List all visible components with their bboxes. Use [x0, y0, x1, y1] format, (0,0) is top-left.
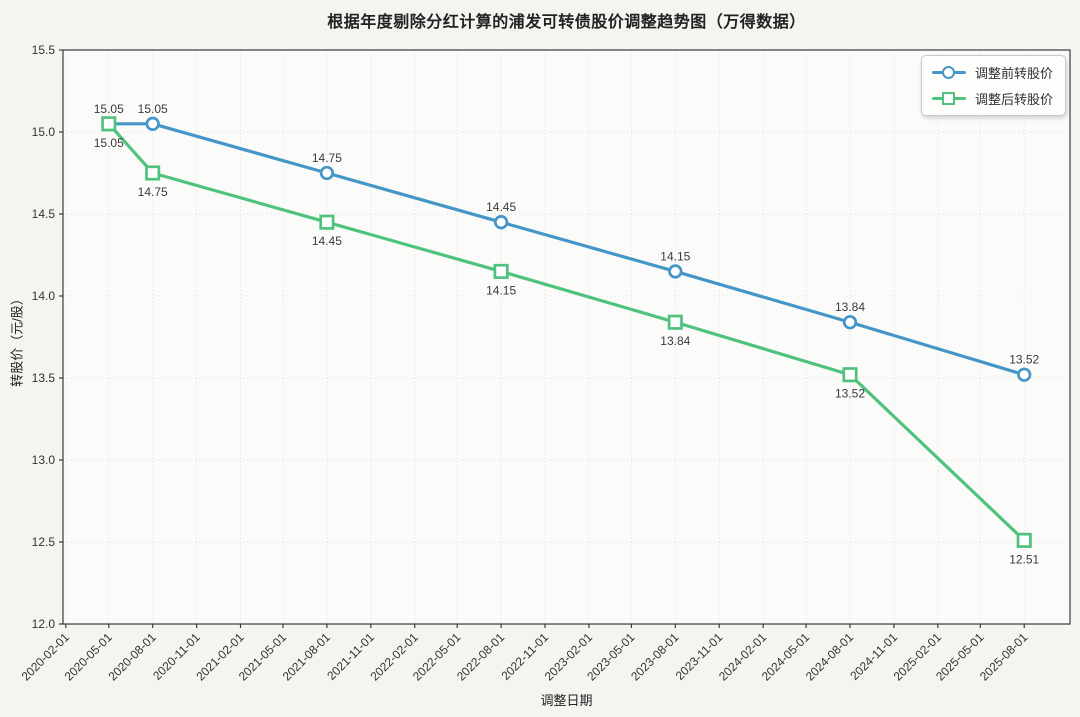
svg-text:12.5: 12.5	[32, 535, 56, 549]
svg-text:15.05: 15.05	[94, 102, 124, 116]
svg-text:15.05: 15.05	[138, 102, 168, 116]
legend-item-post-adjustment: 调整后转股价	[931, 89, 1053, 108]
legend-label: 调整前转股价	[974, 66, 1053, 81]
svg-text:2022-08-01: 2022-08-01	[454, 630, 508, 684]
chart-title: 根据年度剔除分红计算的浦发可转债股价调整趋势图（万得数据）	[327, 14, 806, 31]
svg-text:2024-08-01: 2024-08-01	[803, 630, 857, 684]
svg-text:14.75: 14.75	[138, 185, 168, 199]
svg-text:15.5: 15.5	[32, 43, 56, 57]
legend-item-pre-adjustment: 调整前转股价	[931, 63, 1053, 82]
svg-text:2025-08-01: 2025-08-01	[977, 630, 1031, 684]
legend-sample-line-circle	[931, 65, 966, 80]
svg-text:13.0: 13.0	[32, 453, 56, 467]
svg-text:15.05: 15.05	[94, 136, 124, 150]
svg-text:13.52: 13.52	[835, 387, 865, 401]
svg-text:13.5: 13.5	[32, 371, 56, 385]
legend-sample-line-square	[931, 91, 966, 106]
svg-text:12.0: 12.0	[32, 617, 56, 631]
svg-text:14.15: 14.15	[660, 249, 690, 263]
svg-text:14.45: 14.45	[312, 234, 342, 248]
svg-text:14.0: 14.0	[32, 289, 56, 303]
svg-text:12.51: 12.51	[1009, 552, 1039, 566]
svg-text:2021-08-01: 2021-08-01	[280, 630, 334, 684]
svg-text:14.15: 14.15	[486, 283, 516, 297]
legend: 调整前转股价 调整后转股价	[920, 55, 1066, 116]
y-axis-label: 转股价（元/股）	[9, 292, 25, 387]
svg-text:13.84: 13.84	[660, 334, 690, 348]
svg-text:2023-08-01: 2023-08-01	[628, 630, 682, 684]
svg-text:15.0: 15.0	[32, 125, 56, 139]
svg-text:14.75: 14.75	[312, 151, 342, 165]
svg-text:13.52: 13.52	[1009, 353, 1039, 367]
square-marker-icon	[941, 91, 955, 105]
svg-text:14.5: 14.5	[32, 207, 56, 221]
svg-text:13.84: 13.84	[835, 300, 865, 314]
legend-label: 调整后转股价	[974, 92, 1053, 107]
circle-marker-icon	[941, 65, 955, 79]
svg-text:14.45: 14.45	[486, 200, 516, 214]
x-axis-label: 调整日期	[540, 693, 593, 708]
svg-text:2020-08-01: 2020-08-01	[105, 630, 159, 684]
